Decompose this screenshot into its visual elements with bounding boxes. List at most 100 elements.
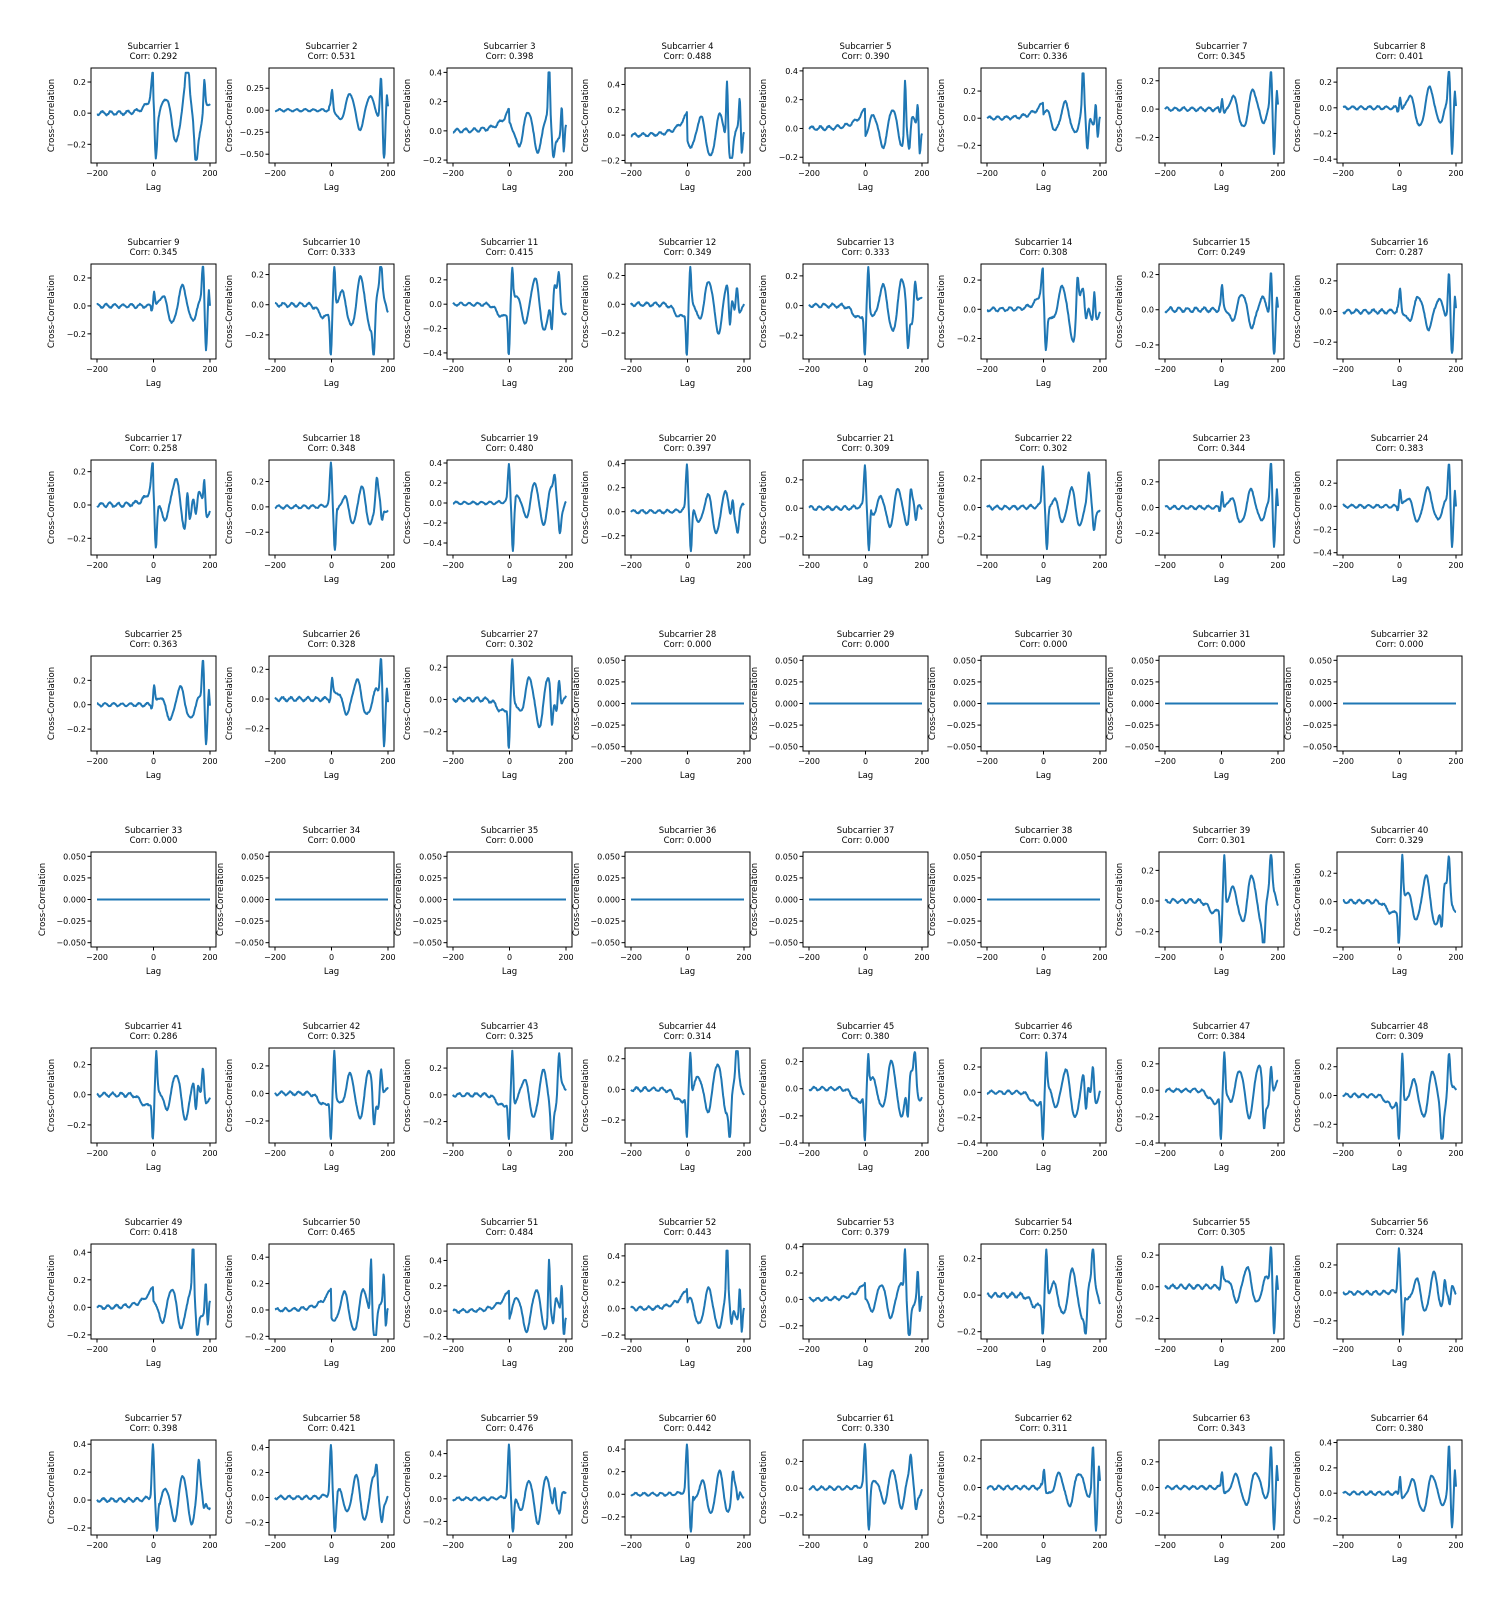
y-tick-label: 0.2 <box>1319 1261 1332 1270</box>
y-tick-label: 0.0 <box>963 1291 976 1300</box>
y-tick-label: −0.4 <box>1313 155 1332 164</box>
series-line <box>1164 71 1279 155</box>
y-tick-label: 0.0 <box>1141 306 1154 315</box>
subplot-corr-label: Corr: 0.330 <box>842 1424 890 1434</box>
x-axis-label: Lag <box>324 771 339 781</box>
subplot-title: Subcarrier 9 <box>127 238 179 248</box>
y-tick-label: −0.025 <box>768 917 798 926</box>
subplot-title: Subcarrier 17 <box>125 434 183 444</box>
x-tick-label: −200 <box>442 169 464 178</box>
subplot-title: Subcarrier 43 <box>481 1022 539 1032</box>
x-tick-label: 0 <box>1397 169 1402 178</box>
x-axis-label: Lag <box>146 967 161 977</box>
series-line <box>1342 463 1457 548</box>
subplot-title: Subcarrier 41 <box>125 1022 183 1032</box>
y-tick-label: 0.025 <box>775 874 798 883</box>
subplot-corr-label: Corr: 0.329 <box>1376 836 1424 846</box>
y-axis-label: Cross-Correlation <box>403 79 413 152</box>
x-axis-label: Lag <box>146 771 161 781</box>
x-tick-label: −200 <box>442 1149 464 1158</box>
y-tick-label: 0.2 <box>963 1255 976 1264</box>
subplot-corr-label: Corr: 0.380 <box>842 1032 890 1042</box>
x-tick-label: 0 <box>1397 1345 1402 1354</box>
y-axis-label: Cross-Correlation <box>581 1255 591 1328</box>
y-tick-label: −0.2 <box>601 1513 620 1522</box>
x-axis-label: Lag <box>858 575 873 585</box>
y-tick-label: 0.0 <box>785 124 798 133</box>
x-tick-label: 0 <box>507 1149 512 1158</box>
x-tick-label: −200 <box>264 1541 286 1550</box>
y-tick-label: −0.2 <box>67 1121 86 1130</box>
x-tick-label: 200 <box>1092 365 1107 374</box>
subplot-title: Subcarrier 60 <box>659 1414 717 1424</box>
series-line <box>986 1446 1101 1532</box>
x-tick-label: −200 <box>1154 1345 1176 1354</box>
x-axis-label: Lag <box>502 1163 517 1173</box>
subplot-title: Subcarrier 4 <box>661 42 713 52</box>
x-tick-label: 0 <box>329 953 334 962</box>
y-tick-label: 0.0 <box>607 131 620 140</box>
x-axis-label: Lag <box>502 379 517 389</box>
x-tick-label: 0 <box>1219 365 1224 374</box>
x-tick-label: 200 <box>1092 1149 1107 1158</box>
subplot-corr-label: Corr: 0.286 <box>130 1032 178 1042</box>
x-axis-label: Lag <box>680 967 695 977</box>
x-axis-label: Lag <box>324 1163 339 1173</box>
y-tick-label: −0.2 <box>245 1117 264 1126</box>
x-tick-label: 0 <box>1219 561 1224 570</box>
subplot-title: Subcarrier 62 <box>1015 1414 1073 1424</box>
y-tick-label: −0.2 <box>245 1519 264 1528</box>
x-tick-label: −200 <box>976 1149 998 1158</box>
y-tick-label: 0.0 <box>73 109 86 118</box>
x-tick-label: 0 <box>863 953 868 962</box>
x-tick-label: 0 <box>151 1541 156 1550</box>
subplot-corr-label: Corr: 0.488 <box>664 52 712 62</box>
y-tick-label: −0.2 <box>1313 129 1332 138</box>
x-tick-label: −200 <box>442 1345 464 1354</box>
y-axis-label: Cross-Correlation <box>1293 1451 1303 1524</box>
y-tick-label: −0.025 <box>590 917 620 926</box>
y-tick-label: −0.2 <box>957 1512 976 1521</box>
y-axis-label: Cross-Correlation <box>581 275 591 348</box>
y-tick-label: −0.2 <box>1135 1509 1154 1518</box>
y-axis-label: Cross-Correlation <box>937 275 947 348</box>
subplot-corr-label: Corr: 0.311 <box>1020 1424 1068 1434</box>
x-tick-label: −200 <box>1154 561 1176 570</box>
subplot-corr-label: Corr: 0.336 <box>1020 52 1068 62</box>
x-axis-label: Lag <box>1036 1163 1051 1173</box>
subplot-title: Subcarrier 53 <box>837 1218 895 1228</box>
subplot-title: Subcarrier 33 <box>125 826 183 836</box>
y-tick-label: −0.025 <box>946 721 976 730</box>
x-tick-label: 0 <box>329 1149 334 1158</box>
subplot-title: Subcarrier 48 <box>1371 1022 1429 1032</box>
series-line <box>274 1258 389 1336</box>
x-tick-label: 0 <box>1219 757 1224 766</box>
subplot-corr-label: Corr: 0.421 <box>308 1424 356 1434</box>
x-tick-label: 0 <box>863 1149 868 1158</box>
y-tick-label: 0.2 <box>963 276 976 285</box>
y-tick-label: −0.25 <box>239 128 264 137</box>
y-tick-label: 0.050 <box>775 852 798 861</box>
subplot-corr-label: Corr: 0.000 <box>308 836 356 846</box>
y-tick-label: 0.2 <box>1319 479 1332 488</box>
x-tick-label: 200 <box>202 1541 217 1550</box>
x-tick-label: 0 <box>1397 953 1402 962</box>
x-tick-label: −200 <box>976 1345 998 1354</box>
y-tick-label: −0.2 <box>601 1116 620 1125</box>
subplot-title: Subcarrier 54 <box>1015 1218 1073 1228</box>
x-tick-label: −200 <box>976 1541 998 1550</box>
y-axis-label: Cross-Correlation <box>937 1059 947 1132</box>
x-tick-label: −200 <box>442 365 464 374</box>
x-tick-label: 0 <box>685 1541 690 1550</box>
y-tick-label: 0.2 <box>785 1269 798 1278</box>
y-axis-label: Cross-Correlation <box>394 863 404 936</box>
x-axis-label: Lag <box>1214 1163 1229 1173</box>
series-line <box>452 1258 567 1335</box>
y-tick-label: 0.0 <box>251 1494 264 1503</box>
